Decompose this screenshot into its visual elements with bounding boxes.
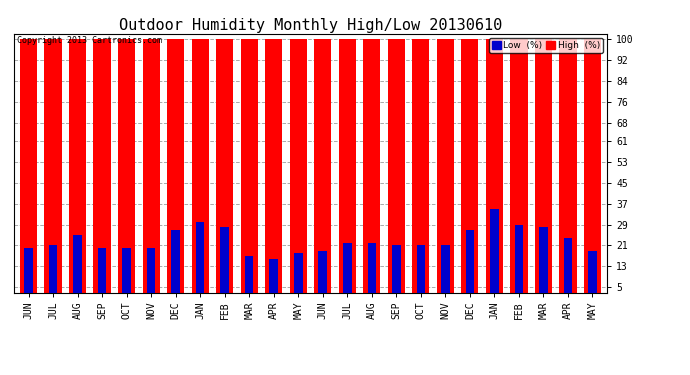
Bar xyxy=(466,230,474,300)
Bar xyxy=(564,238,572,300)
Bar xyxy=(535,39,552,300)
Bar xyxy=(73,235,82,300)
Bar xyxy=(241,39,258,300)
Bar xyxy=(192,39,209,300)
Bar xyxy=(388,39,405,300)
Bar xyxy=(490,209,499,300)
Bar xyxy=(167,39,184,300)
Bar xyxy=(539,227,548,300)
Bar xyxy=(98,248,106,300)
Bar xyxy=(269,258,278,300)
Bar xyxy=(584,39,601,300)
Bar xyxy=(314,39,331,300)
Bar xyxy=(245,256,253,300)
Bar xyxy=(143,39,159,300)
Bar xyxy=(147,248,155,300)
Bar xyxy=(392,246,401,300)
Bar xyxy=(24,248,33,300)
Bar xyxy=(319,251,327,300)
Title: Outdoor Humidity Monthly High/Low 20130610: Outdoor Humidity Monthly High/Low 201306… xyxy=(119,18,502,33)
Bar xyxy=(363,39,380,300)
Bar xyxy=(437,39,454,300)
Bar xyxy=(417,246,425,300)
Bar xyxy=(171,230,180,300)
Bar xyxy=(118,39,135,300)
Bar xyxy=(265,39,282,300)
Bar xyxy=(412,39,429,300)
Bar xyxy=(486,39,503,300)
Bar xyxy=(93,39,110,300)
Bar xyxy=(122,248,131,300)
Bar xyxy=(343,243,352,300)
Bar xyxy=(588,251,597,300)
Bar xyxy=(20,39,37,300)
Bar xyxy=(441,246,450,300)
Bar xyxy=(220,227,229,300)
Bar xyxy=(294,253,302,300)
Bar xyxy=(462,39,478,300)
Bar xyxy=(216,39,233,300)
Bar xyxy=(69,39,86,300)
Legend: Low  (%), High  (%): Low (%), High (%) xyxy=(489,38,602,53)
Text: Copyright 2013 Cartronics.com: Copyright 2013 Cartronics.com xyxy=(17,36,161,45)
Bar xyxy=(515,225,523,300)
Bar xyxy=(49,246,57,300)
Bar xyxy=(339,39,356,300)
Bar xyxy=(368,243,376,300)
Bar xyxy=(511,39,528,300)
Bar xyxy=(44,39,61,300)
Bar xyxy=(560,39,577,300)
Bar xyxy=(290,39,307,300)
Bar xyxy=(196,222,204,300)
